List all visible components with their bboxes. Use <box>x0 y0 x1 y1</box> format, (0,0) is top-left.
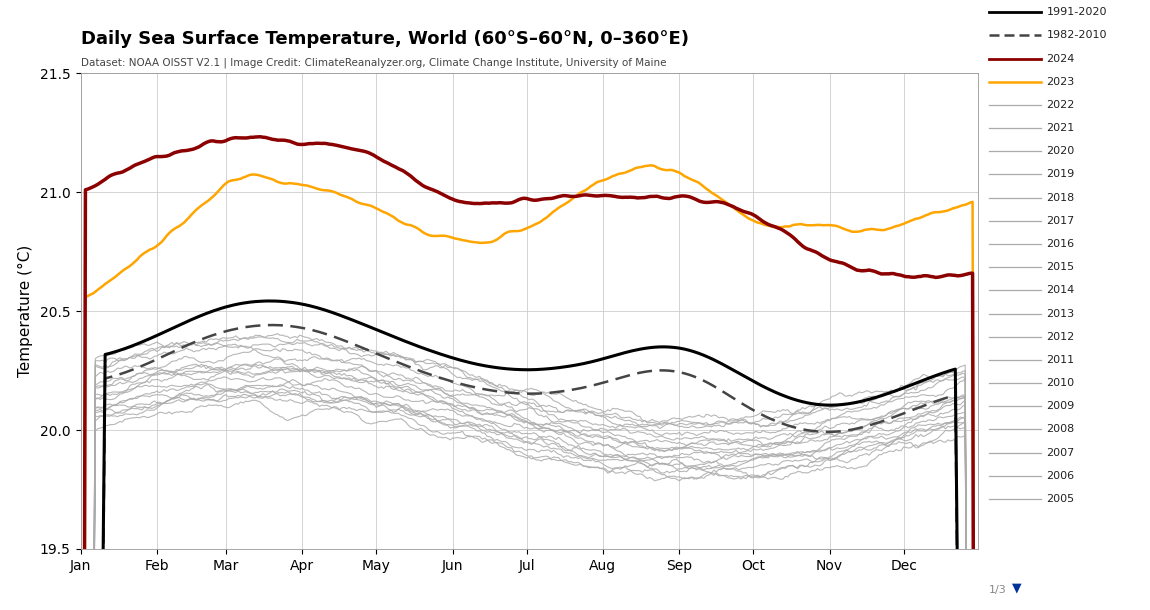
Text: Daily Sea Surface Temperature, World (60°S–60°N, 0–360°E): Daily Sea Surface Temperature, World (60… <box>81 30 689 49</box>
Text: 2021: 2021 <box>1046 123 1075 133</box>
Text: 2005: 2005 <box>1046 494 1074 504</box>
Y-axis label: Temperature (°C): Temperature (°C) <box>18 245 33 377</box>
Text: 2008: 2008 <box>1046 425 1075 434</box>
Text: ▼: ▼ <box>1012 582 1021 595</box>
Text: 2024: 2024 <box>1046 54 1075 63</box>
Text: 1991-2020: 1991-2020 <box>1046 7 1107 17</box>
Text: 2017: 2017 <box>1046 216 1075 226</box>
Text: 1/3: 1/3 <box>989 585 1006 595</box>
Text: Dataset: NOAA OISST V2.1 | Image Credit: ClimateReanalyzer.org, Climate Change I: Dataset: NOAA OISST V2.1 | Image Credit:… <box>81 58 666 68</box>
Text: 2018: 2018 <box>1046 193 1075 203</box>
Text: 2016: 2016 <box>1046 239 1074 249</box>
Text: 2009: 2009 <box>1046 401 1075 411</box>
Text: 2014: 2014 <box>1046 285 1075 295</box>
Text: 2020: 2020 <box>1046 146 1075 156</box>
Text: 2019: 2019 <box>1046 170 1075 179</box>
Text: 2011: 2011 <box>1046 355 1074 365</box>
Text: 2006: 2006 <box>1046 471 1074 481</box>
Text: 2012: 2012 <box>1046 332 1075 342</box>
Text: 2007: 2007 <box>1046 448 1075 458</box>
Text: 2023: 2023 <box>1046 77 1075 87</box>
Text: 2015: 2015 <box>1046 262 1074 272</box>
Text: 2013: 2013 <box>1046 309 1074 318</box>
Text: 1982-2010: 1982-2010 <box>1046 30 1107 40</box>
Text: 2010: 2010 <box>1046 378 1074 388</box>
Text: 2022: 2022 <box>1046 100 1075 110</box>
